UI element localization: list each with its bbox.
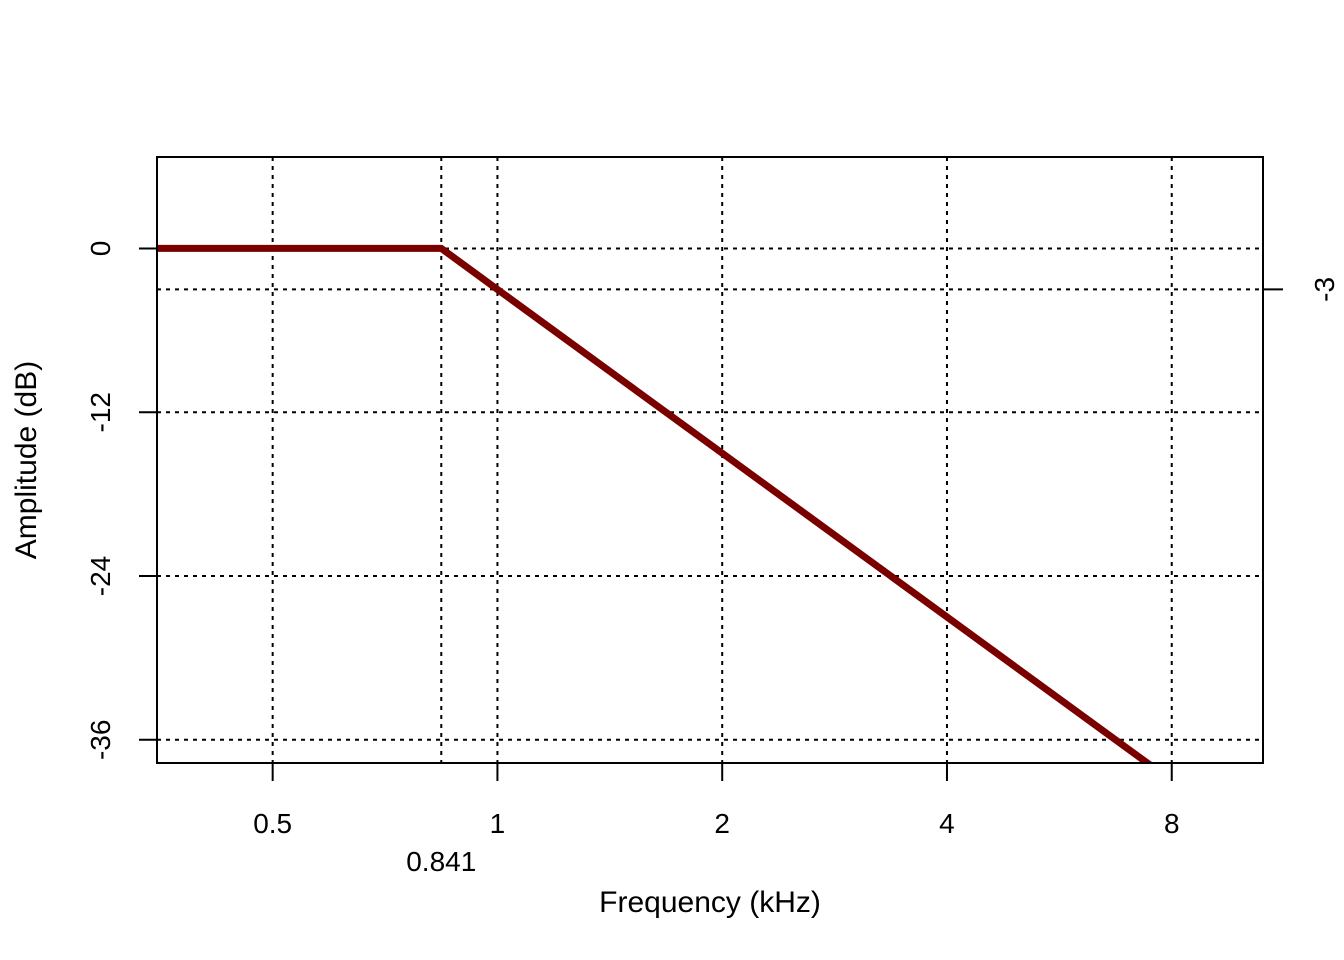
y-axis-title: Amplitude (dB)	[10, 361, 43, 559]
x-axis-title: Frequency (kHz)	[599, 886, 821, 919]
x-tick-label-0.5: 0.5	[253, 808, 292, 839]
x-tick-label-8: 8	[1164, 808, 1180, 839]
plot-frame	[156, 156, 1264, 764]
x-tick-label-1: 1	[490, 808, 506, 839]
y-tick-label--24: -24	[85, 556, 116, 596]
y-axis: 0 -12 -24 -36	[85, 241, 157, 760]
x-tick-label-cutoff: 0.841	[406, 846, 476, 877]
y-right-axis: -3	[1263, 277, 1340, 302]
grid	[157, 157, 1263, 763]
series-group	[157, 244, 1154, 763]
x-tick-label-4: 4	[939, 808, 955, 839]
y-right-tick-label: -3	[1309, 277, 1340, 302]
x-axis: 0.5 1 2 4 8 0.841	[253, 763, 1180, 877]
series-line-0	[157, 244, 1154, 763]
y-tick-label--36: -36	[85, 720, 116, 760]
y-tick-label--12: -12	[85, 392, 116, 432]
x-tick-label-2: 2	[714, 808, 730, 839]
y-tick-label-0: 0	[85, 241, 116, 257]
